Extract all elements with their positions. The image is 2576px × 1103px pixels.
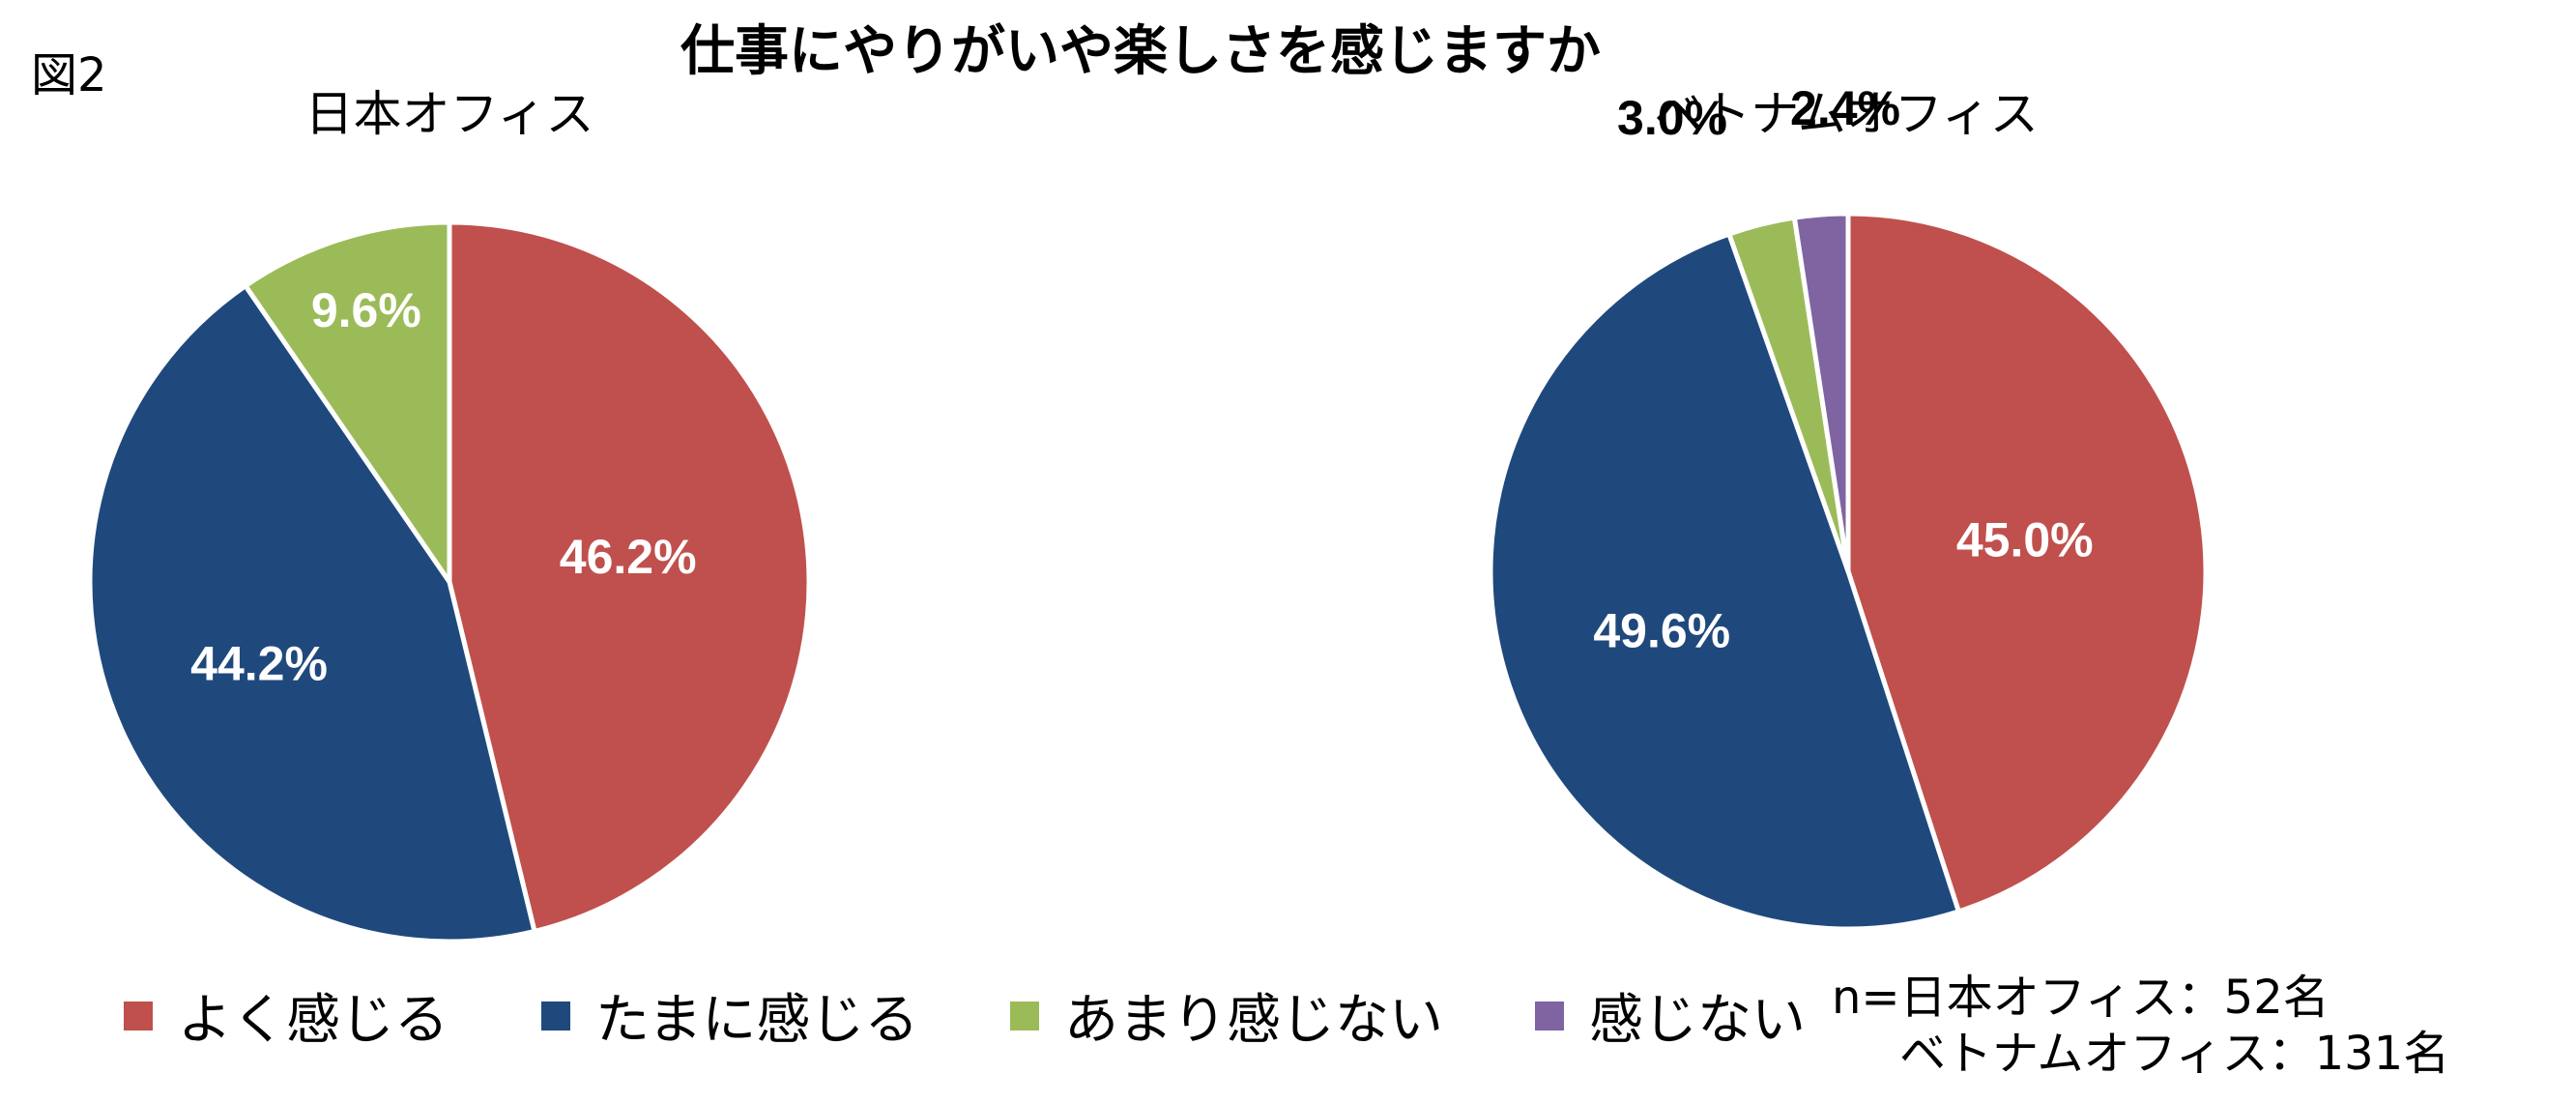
- pie-japan-slice-rarely: [243, 219, 452, 585]
- pie-title-vietnam: ベトナムオフィス: [1654, 86, 2039, 142]
- figure-label: 図2: [31, 48, 107, 102]
- pie-vietnam-label-often: 45.0%: [1956, 512, 2094, 566]
- legend-item-sometimes: たまに感じる: [541, 976, 918, 1055]
- legend-label-rarely: あまり感じない: [1064, 989, 1443, 1052]
- pie-vietnam-slice-never: [1791, 211, 1851, 574]
- pie-japan-label-rarely: 9.6%: [311, 283, 421, 337]
- pie-japan-slice-often: [447, 219, 812, 934]
- legend-label-never: 感じない: [1589, 989, 1806, 1052]
- legend-swatch-sometimes: [541, 1001, 570, 1030]
- legend-item-never: 感じない: [1535, 976, 1806, 1055]
- pie-japan-label-often: 46.2%: [560, 530, 697, 584]
- pie-vietnam-slice-often: [1845, 211, 2209, 914]
- legend-label-often: よく感じる: [178, 989, 449, 1052]
- pie-vietnam-label-rarely: 3.0%: [1617, 91, 1727, 145]
- pie-japan-label-sometimes: 44.2%: [190, 636, 328, 690]
- legend-item-rarely: あまり感じない: [1010, 976, 1443, 1055]
- pie-title-japan: 日本オフィス: [304, 86, 594, 142]
- pie-vietnam-label-sometimes: 49.6%: [1593, 604, 1730, 658]
- legend-swatch-rarely: [1010, 1001, 1039, 1030]
- pie-vietnam-label-never: 2.4%: [1790, 81, 1900, 135]
- sample-size-note-line2: ベトナムオフィス：131名: [1899, 1027, 2450, 1081]
- sample-size-note-line1: n=日本オフィス：52名: [1832, 971, 2330, 1025]
- legend-swatch-often: [124, 1001, 153, 1030]
- legend-label-sometimes: たまに感じる: [595, 989, 919, 1052]
- legend-swatch-never: [1535, 1001, 1564, 1030]
- chart-main-title: 仕事にやりがいや楽しさを感じますか: [680, 20, 1601, 83]
- pie-vietnam-slice-sometimes: [1488, 231, 1961, 932]
- legend-item-often: よく感じる: [124, 976, 449, 1055]
- pie-japan-slice-sometimes: [87, 283, 537, 944]
